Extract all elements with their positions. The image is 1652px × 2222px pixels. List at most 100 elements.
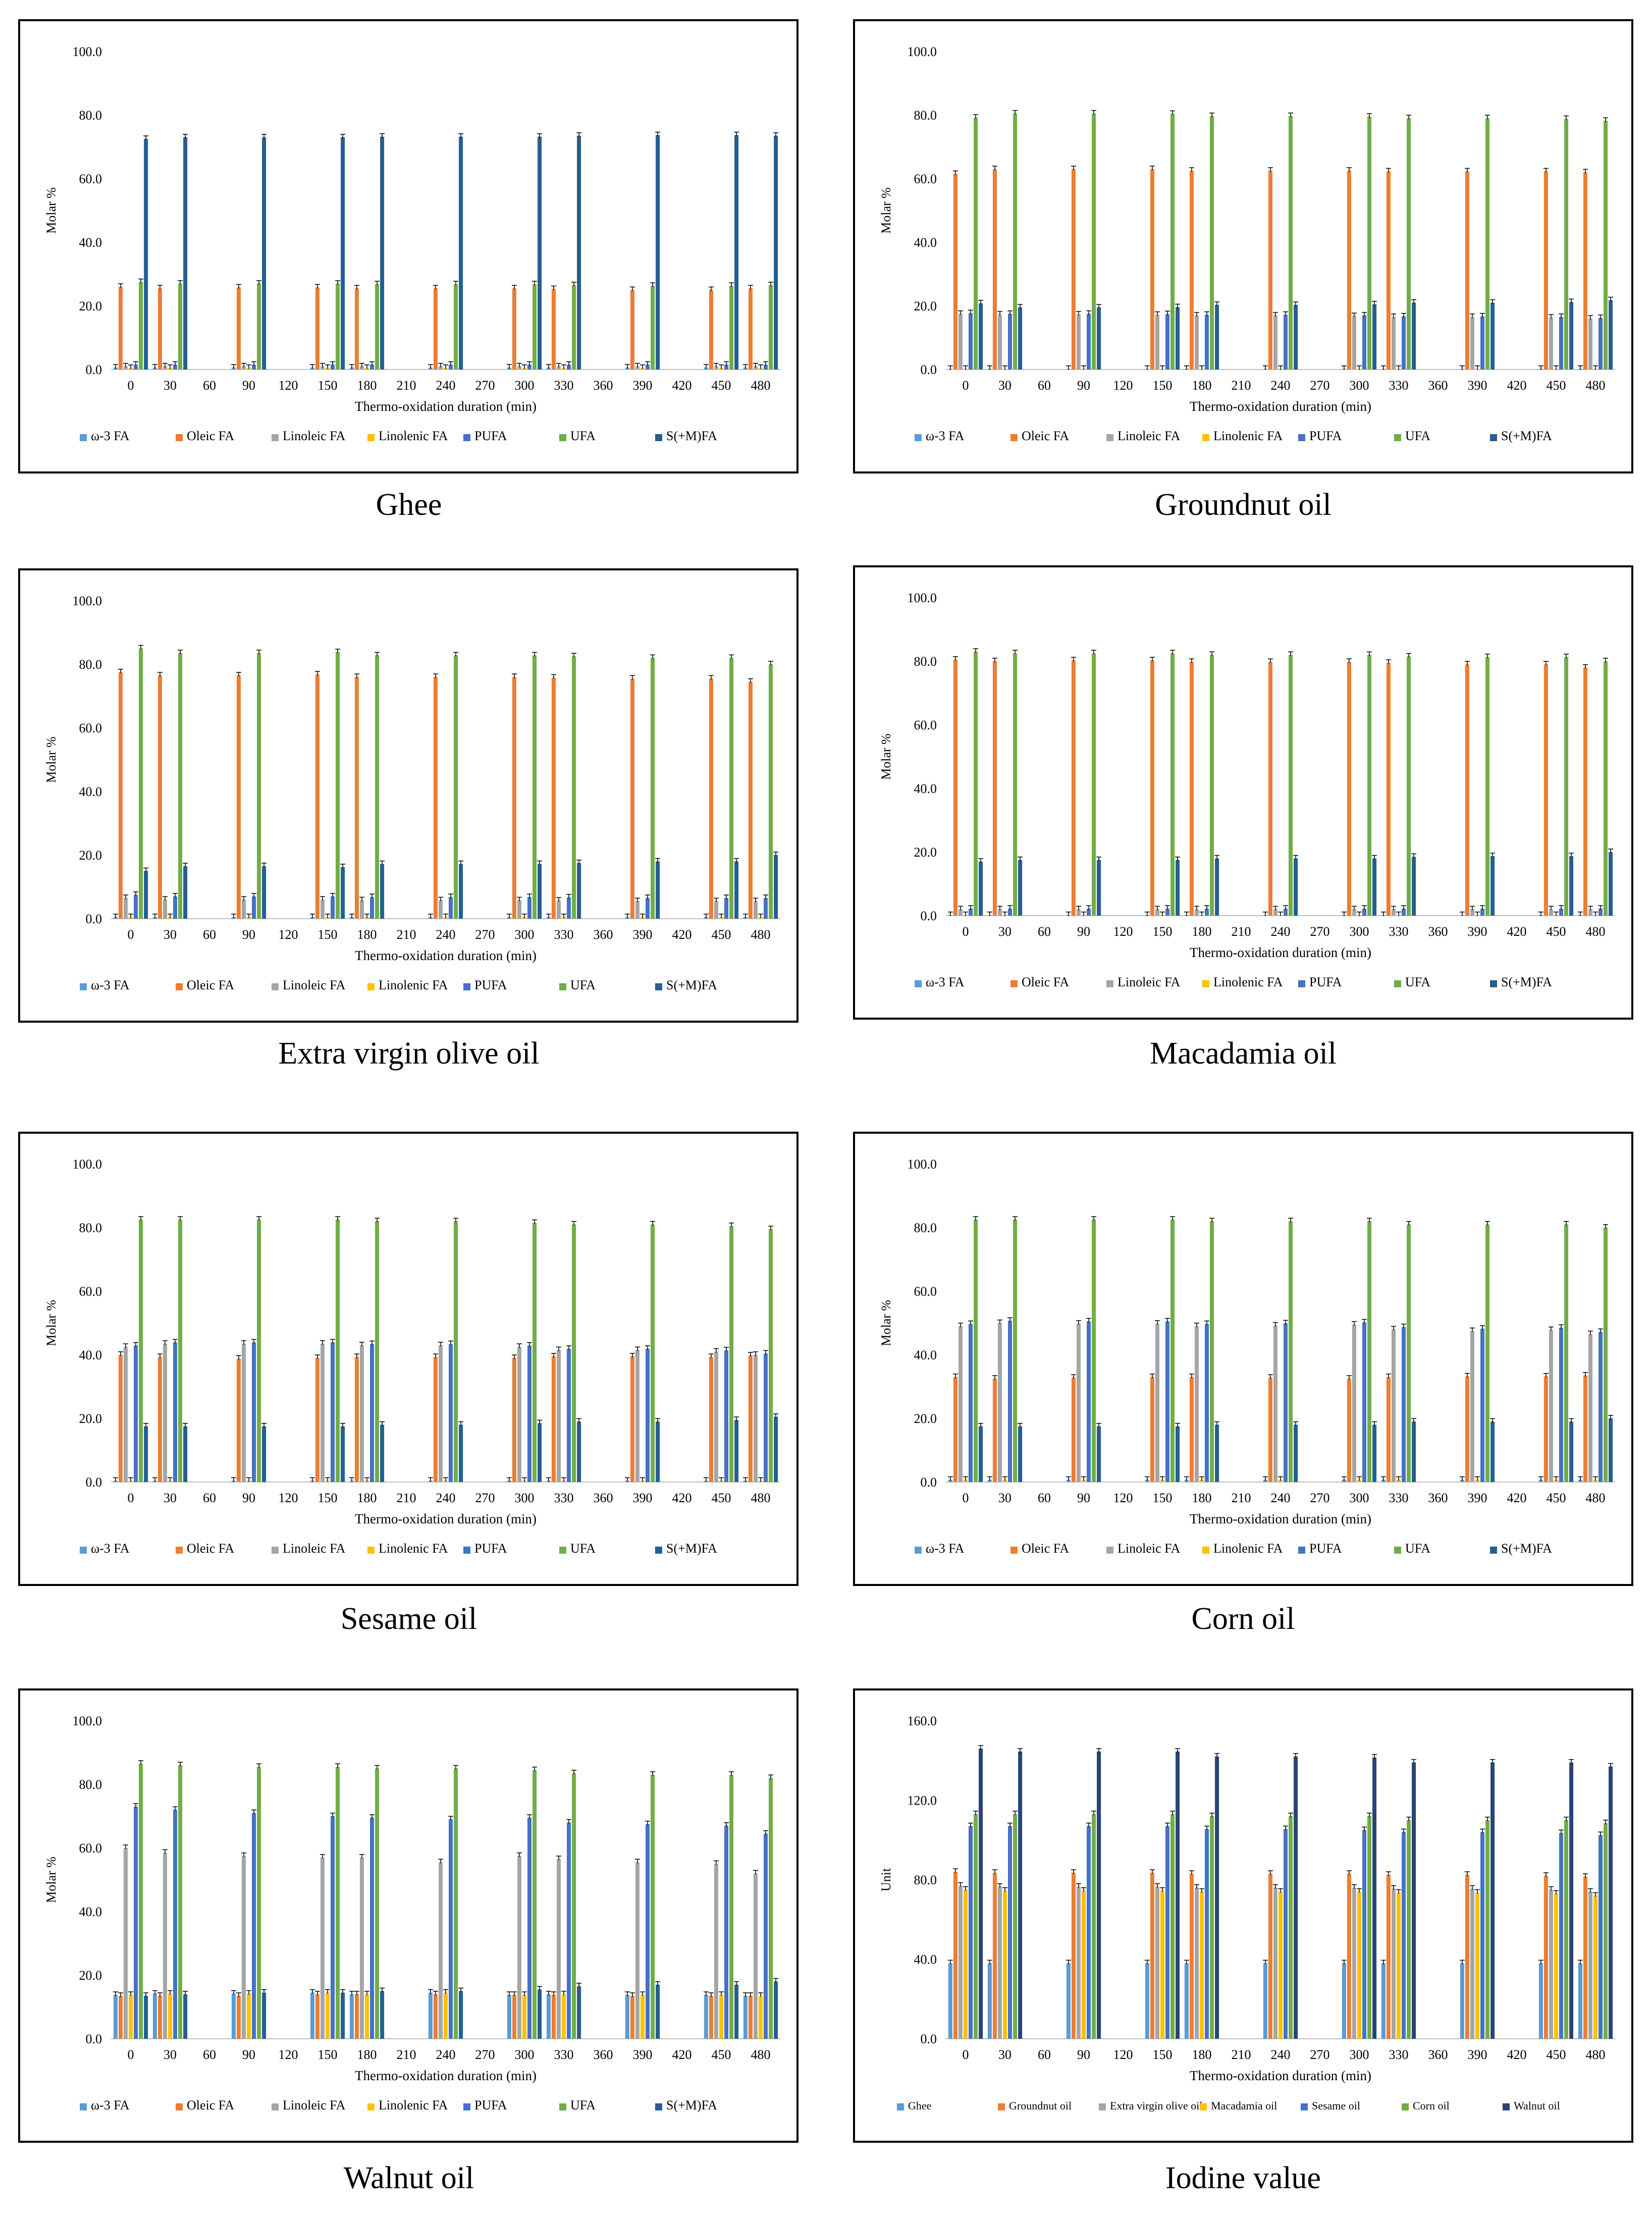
y-tick-label: 0.0 (921, 1475, 937, 1490)
y-axis-label: Molar % (44, 736, 59, 783)
legend-swatch (367, 2103, 375, 2110)
x-tick-label: 240 (436, 1491, 456, 1505)
legend-swatch (559, 2103, 566, 2110)
bar (1391, 1329, 1396, 1482)
bar (1087, 1826, 1091, 2039)
x-tick-label: 60 (203, 378, 216, 393)
bar (257, 283, 261, 369)
bar (1273, 909, 1277, 916)
chart-caption-ghee: Ghee (376, 488, 442, 522)
bar (992, 1379, 997, 1482)
x-tick-label: 420 (1507, 924, 1527, 939)
legend-swatch (915, 1547, 922, 1554)
bar (1391, 909, 1396, 916)
x-tick-label: 90 (242, 927, 255, 942)
bar (375, 655, 380, 919)
x-tick-label: 120 (279, 378, 298, 393)
bar (769, 285, 773, 369)
x-tick-label: 360 (1428, 2047, 1448, 2062)
bar (1490, 1762, 1495, 2039)
bar (517, 1856, 521, 2039)
x-tick-label: 450 (1547, 378, 1566, 393)
bar (1081, 1890, 1086, 2039)
legend-swatch (272, 2103, 279, 2110)
chart-caption-groundnut: Groundnut oil (1155, 488, 1331, 522)
bar (1407, 118, 1411, 370)
bar (1210, 655, 1214, 916)
x-tick-label: 390 (1468, 378, 1487, 393)
x-axis-label: Thermo-oxidation duration (min) (1190, 2068, 1371, 2083)
legend-label: Oleic FA (187, 1541, 234, 1556)
bar (1013, 113, 1018, 369)
bar (331, 896, 335, 919)
legend-label: S(+M)FA (666, 1541, 717, 1556)
bar (459, 1991, 463, 2039)
x-tick-label: 60 (203, 927, 216, 942)
bar (1076, 1324, 1081, 1482)
x-tick-label: 330 (1389, 2047, 1409, 2062)
bar (262, 137, 267, 369)
bar (997, 1886, 1002, 2039)
bar (449, 364, 453, 369)
bar (1402, 1832, 1406, 2039)
bar (714, 366, 718, 369)
x-tick-label: 60 (203, 1491, 216, 1505)
bar (1189, 662, 1194, 916)
bar (1583, 667, 1587, 916)
x-tick-label: 450 (1547, 1491, 1566, 1505)
legend-swatch (176, 2103, 183, 2110)
chart-panel-groundnut: 0.0 20.0 40.0 60.0 80.0 100.0 Molar % 0 30 60 90 12… (853, 19, 1633, 473)
bar (1564, 119, 1569, 369)
legend-label: ω-3 FA (926, 429, 965, 443)
legend-swatch (272, 434, 279, 441)
bar (1569, 1762, 1574, 2039)
bar (1465, 664, 1469, 916)
bar (1538, 1479, 1543, 1482)
x-tick-label: 360 (1428, 378, 1448, 393)
y-tick-label: 80.0 (79, 1221, 102, 1235)
bar (753, 1355, 758, 1482)
bar (1097, 1426, 1101, 1482)
x-tick-label: 30 (998, 2047, 1011, 2062)
bar (969, 1826, 973, 2039)
x-tick-label: 30 (164, 1491, 177, 1505)
x-tick-label: 360 (594, 378, 613, 393)
legend-swatch (1106, 434, 1113, 441)
x-tick-label: 450 (712, 378, 731, 393)
chart-panel-corn: 0.0 20.0 40.0 60.0 80.0 100.0 Molar % 0 30 60 90 12… (853, 1132, 1633, 1586)
bar (252, 1342, 256, 1482)
bar (380, 864, 385, 919)
x-tick-label: 420 (1507, 2047, 1527, 2062)
x-tick-label: 90 (1077, 1491, 1090, 1505)
y-tick-label: 0.0 (86, 1475, 102, 1490)
bar (979, 1749, 983, 2039)
bar (1150, 1873, 1154, 2039)
bar (257, 1767, 261, 2039)
bar (1165, 314, 1170, 369)
x-axis-label: Thermo-oxidation duration (min) (1190, 399, 1371, 414)
x-tick-label: 270 (475, 927, 495, 942)
x-tick-label: 30 (998, 924, 1011, 939)
legend-swatch (1298, 434, 1305, 441)
y-tick-label: 80.0 (914, 1873, 937, 1887)
y-tick-label: 20.0 (79, 1968, 102, 1983)
bar (1357, 1479, 1362, 1482)
legend-label: Linolenic FA (1213, 429, 1283, 443)
x-tick-label: 240 (1271, 378, 1291, 393)
bar (948, 1479, 952, 1482)
bar (380, 1991, 385, 2039)
legend-swatch (915, 434, 922, 441)
bar (1412, 302, 1416, 369)
chart-svg-ghee: 0.0 20.0 40.0 60.0 80.0 100.0 Molar % 0 30 60 90 12… (44, 44, 780, 443)
bar (577, 1421, 581, 1482)
bar (958, 1326, 963, 1482)
bar (1194, 1887, 1199, 2039)
bar (1490, 302, 1495, 369)
bar (567, 1349, 571, 1482)
bar (1588, 909, 1592, 916)
bar (438, 366, 443, 369)
bar (157, 1995, 162, 2039)
bar (1076, 909, 1081, 916)
legend-swatch (655, 1547, 662, 1554)
x-tick-label: 420 (672, 927, 692, 942)
